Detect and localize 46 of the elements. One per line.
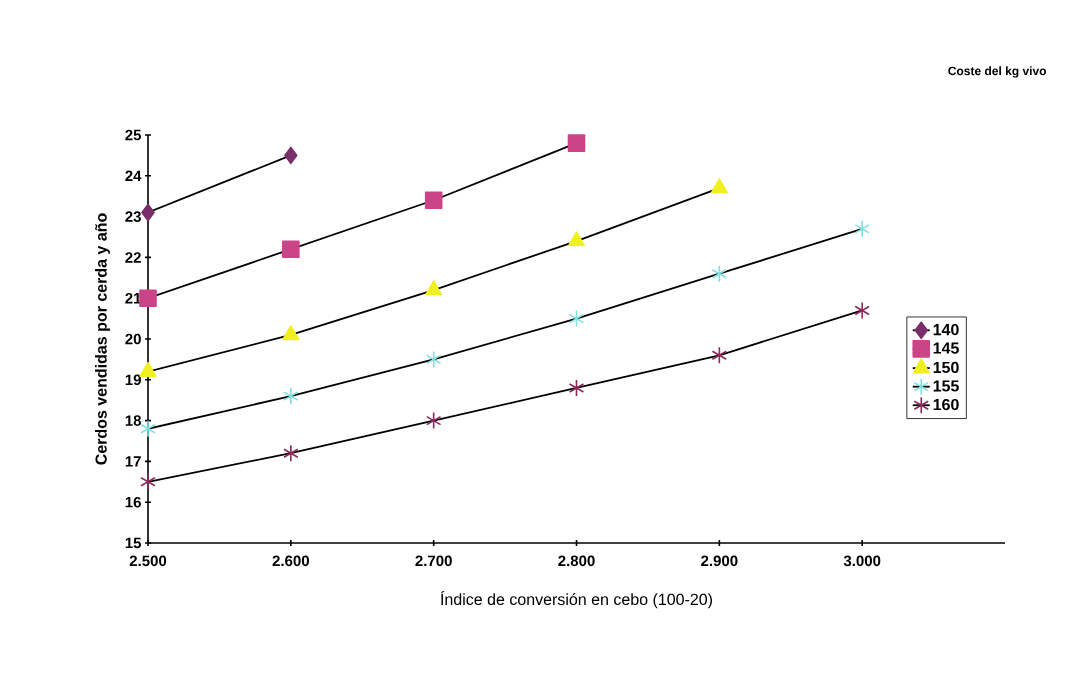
point: [711, 264, 728, 283]
y-tick-label: 23: [125, 211, 141, 222]
point: [425, 350, 442, 369]
y-tick-label: 20: [125, 333, 141, 345]
x-tick-label: 2.500: [129, 555, 167, 567]
y-tick-label: 25: [125, 129, 142, 141]
y-tick-label: 24: [125, 170, 142, 182]
legend-label: 140: [933, 323, 959, 336]
legend-label: 160: [933, 398, 959, 411]
x-tick-label: 3.000: [843, 555, 881, 567]
point: [854, 301, 870, 320]
y-tick-label: 18: [125, 415, 142, 426]
legend-title: Coste del kg vivo: [948, 66, 1047, 78]
legend-label: 155: [933, 380, 959, 392]
y-tick-label: 19: [125, 374, 141, 386]
x-tick-label: 2.800: [558, 555, 595, 567]
y-tick-label: 17: [125, 456, 141, 467]
point: [567, 231, 586, 247]
point: [140, 419, 156, 438]
point: [283, 444, 299, 463]
point: [283, 387, 299, 405]
y-axis-title: Cerdos vendidas por cerda y año: [95, 213, 110, 465]
x-tick-label: 2.900: [701, 555, 738, 567]
legend-label: 150: [933, 361, 959, 374]
point: [710, 178, 728, 194]
point: [711, 346, 728, 365]
point: [282, 240, 300, 259]
point: [424, 191, 443, 210]
point: [284, 146, 298, 165]
y-tick-label: 16: [125, 496, 141, 508]
point: [140, 473, 156, 491]
y-tick-label: 15: [125, 537, 142, 549]
point: [139, 289, 157, 307]
point: [854, 220, 870, 238]
point: [568, 379, 585, 397]
y-tick-label: 22: [125, 252, 141, 263]
point: [567, 134, 586, 152]
point: [141, 203, 155, 222]
x-tick-label: 2.600: [272, 555, 309, 567]
legend-label: 145: [933, 342, 959, 354]
point: [425, 411, 442, 430]
x-axis-title: Índice de conversión en cebo (100-20): [441, 591, 712, 609]
point: [425, 280, 443, 296]
point: [568, 309, 585, 328]
point: [282, 325, 300, 341]
x-tick-label: 2.700: [415, 555, 452, 567]
